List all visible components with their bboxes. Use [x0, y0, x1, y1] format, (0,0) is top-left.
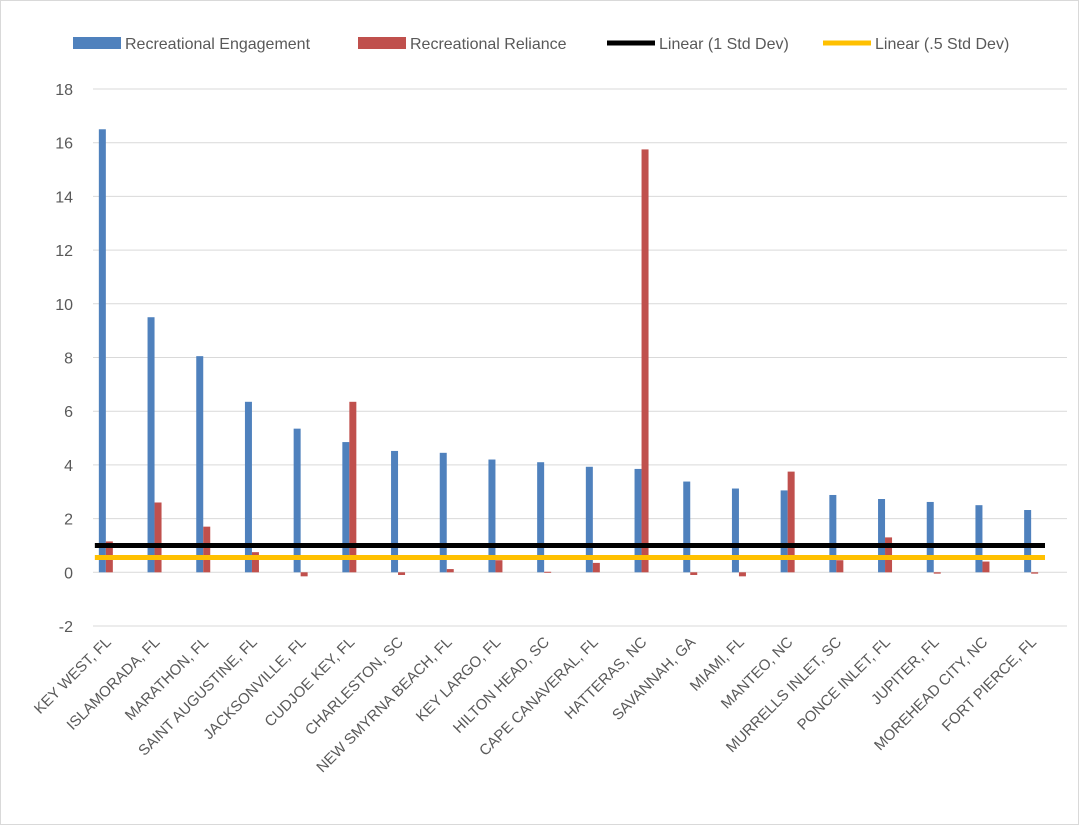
legend: Recreational Engagement Recreational Reli…	[73, 36, 1009, 53]
bar	[342, 442, 350, 573]
bar	[878, 498, 886, 573]
bar	[926, 501, 934, 573]
bar	[544, 571, 552, 573]
bar	[634, 468, 642, 573]
bar	[244, 401, 252, 573]
bar	[439, 452, 447, 573]
bars	[98, 129, 1039, 577]
legend-swatch	[73, 37, 121, 49]
bar	[154, 502, 162, 573]
bar	[203, 526, 211, 573]
x-category-label: CUDJOE KEY, FL	[261, 634, 358, 731]
y-axis-ticks: -2 0 2 4 6 8 10 12 14 16 18	[55, 82, 73, 636]
bar	[537, 462, 545, 573]
y-tick-label: 6	[64, 404, 73, 421]
bar	[1024, 510, 1032, 573]
legend-swatch	[358, 37, 406, 49]
bar	[690, 572, 698, 575]
bar	[933, 572, 941, 574]
bar	[829, 494, 837, 573]
y-tick-label: 8	[64, 351, 73, 368]
y-tick-label: 4	[64, 458, 73, 475]
legend-label: Linear (1 Std Dev)	[659, 36, 789, 53]
x-category-label: PONCE INLET, FL	[794, 634, 894, 734]
x-category-label: FORT PIERCE, FL	[939, 634, 1040, 735]
legend-label: Recreational Engagement	[125, 36, 311, 53]
bar	[641, 149, 649, 573]
bar	[495, 560, 503, 573]
bar	[780, 490, 788, 573]
x-category-label: MARATHON, FL	[122, 634, 212, 724]
x-category-label: ISLAMORADA, FL	[64, 634, 164, 734]
bar	[391, 450, 399, 573]
bar	[446, 569, 454, 573]
y-tick-label: 16	[55, 136, 73, 153]
y-tick-label: 14	[55, 189, 73, 206]
legend-label: Recreational Reliance	[410, 36, 567, 53]
bar	[398, 572, 406, 575]
bar	[975, 505, 983, 573]
bar	[293, 428, 301, 573]
bar	[787, 471, 795, 573]
y-tick-label: 12	[55, 243, 73, 260]
bar	[488, 459, 496, 573]
legend-label: Linear (.5 Std Dev)	[875, 36, 1009, 53]
bar	[196, 356, 204, 573]
bar	[738, 572, 746, 577]
bar	[982, 561, 990, 573]
x-category-label: KEY LARGO, FL	[413, 634, 504, 725]
bar	[592, 562, 600, 573]
bar	[300, 572, 308, 577]
reference-lines	[94, 542, 1045, 561]
bar	[349, 401, 357, 573]
y-tick-label: 18	[55, 82, 73, 99]
bar	[836, 560, 844, 573]
y-tick-label: 10	[55, 297, 73, 314]
bar	[147, 317, 155, 573]
bar	[683, 481, 691, 573]
x-category-label: HATTERAS, NC	[561, 634, 650, 723]
bar	[98, 129, 106, 573]
bar	[251, 552, 259, 573]
y-tick-label: 2	[64, 512, 73, 529]
bar	[585, 466, 593, 573]
y-tick-label: -2	[59, 619, 73, 636]
bar	[1031, 572, 1039, 574]
x-category-label: SAVANNAH, GA	[609, 634, 699, 724]
bar	[731, 488, 739, 573]
y-tick-label: 0	[64, 565, 73, 582]
bar	[885, 537, 893, 573]
